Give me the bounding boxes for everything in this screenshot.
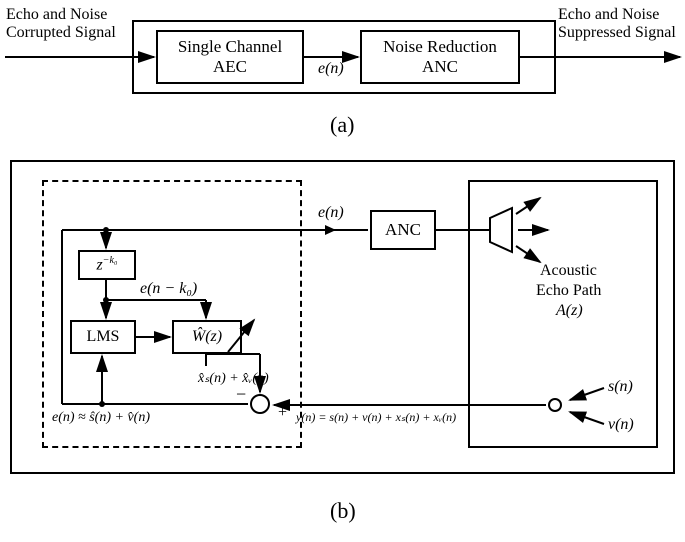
delay-block: z−k₀ xyxy=(78,250,136,280)
xhat-label: x̂ₛ(n) + x̂ᵥ(n) xyxy=(198,370,269,387)
mid-signal: e(n) xyxy=(318,60,344,78)
aec-block: Single Channel AEC xyxy=(156,30,304,84)
plus-sign: + xyxy=(278,404,287,422)
aec-bottom: AEC xyxy=(213,57,247,77)
s-n: s(n) xyxy=(608,378,633,396)
v-n: v(n) xyxy=(608,416,634,434)
output-label-bottom: Suppressed Signal xyxy=(558,24,676,42)
echo-bot: A(z) xyxy=(556,302,583,320)
anc-block-b: ANC xyxy=(370,210,436,250)
err-label: e(n) ≈ ŝ(n) + v̂(n) xyxy=(52,410,150,426)
wz-text: Ŵ(z) xyxy=(192,328,222,346)
echo-top: Acoustic xyxy=(540,262,597,280)
anc-b-text: ANC xyxy=(385,220,421,240)
wz-block: Ŵ(z) xyxy=(172,320,242,354)
minus-sign: − xyxy=(236,384,246,405)
lms-text: LMS xyxy=(87,328,120,346)
echo-mid: Echo Path xyxy=(536,282,601,300)
delayed-label: e(n − k₀) xyxy=(140,280,197,298)
aec-top: Single Channel xyxy=(178,37,282,57)
y-label: y(n) = s(n) + v(n) + xₛ(n) + xᵥ(n) xyxy=(296,410,456,425)
caption-a: (a) xyxy=(330,112,354,138)
anc-a-bottom: ANC xyxy=(422,57,458,77)
input-label-top: Echo and Noise xyxy=(6,6,107,24)
input-label-bottom: Corrupted Signal xyxy=(6,24,116,42)
output-label-top: Echo and Noise xyxy=(558,6,659,24)
mic-icon xyxy=(548,398,562,412)
caption-b: (b) xyxy=(330,498,356,524)
e-n-top: e(n) xyxy=(318,204,344,222)
lms-block: LMS xyxy=(70,320,136,354)
sum-node xyxy=(250,394,270,414)
anc-block-a: Noise Reduction ANC xyxy=(360,30,520,84)
delay-text: z−k₀ xyxy=(97,255,118,274)
anc-a-top: Noise Reduction xyxy=(383,37,497,57)
